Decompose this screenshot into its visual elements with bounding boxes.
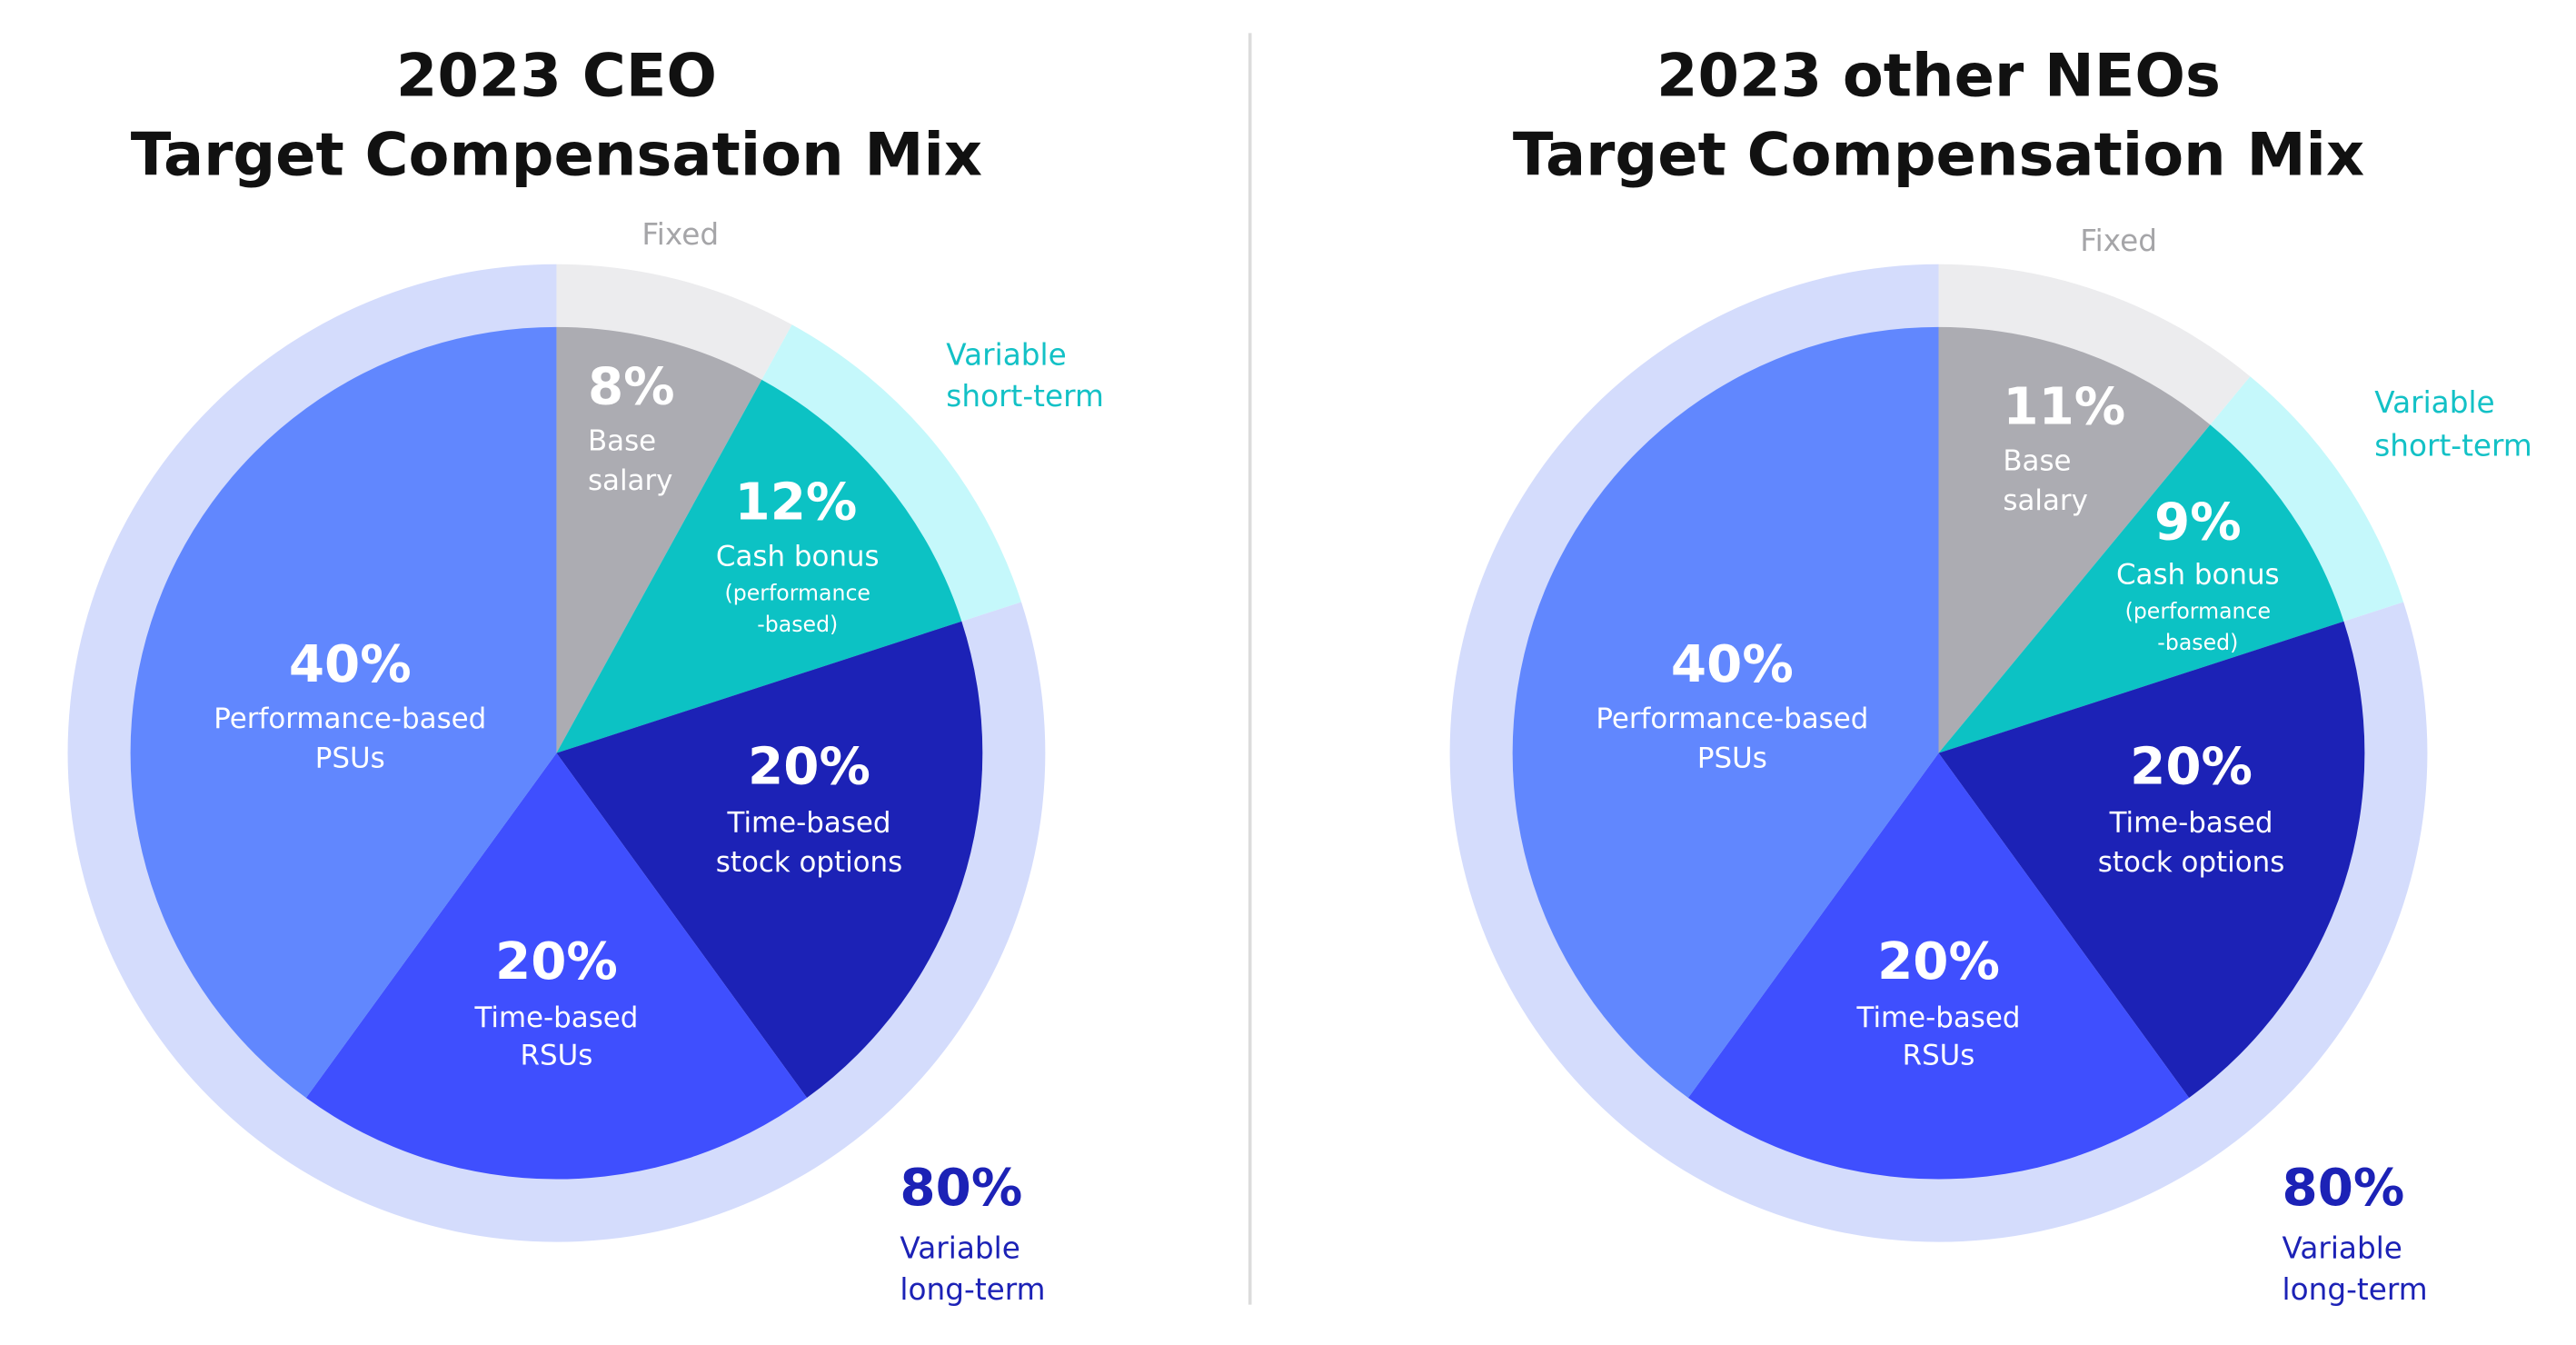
pie-slice	[1512, 326, 1939, 1098]
pie-slice	[130, 326, 557, 1098]
slice-sublabel: -based)	[757, 612, 838, 637]
group-value-label: 80%	[900, 1159, 1022, 1218]
slice-value-label: 20%	[748, 737, 870, 796]
slice-label: Performance-based	[214, 702, 486, 735]
group-label: Variable	[900, 1231, 1019, 1266]
slice-label: stock options	[716, 846, 902, 879]
pie-slice	[1687, 752, 2190, 1180]
slice-value-label: 20%	[1877, 932, 2000, 991]
slice-sublabel: -based)	[2157, 630, 2238, 655]
pie-slice	[1938, 621, 2365, 1098]
pie-chart-2: 2023 other NEOs Target Compensation Mix 11…	[1449, 41, 2532, 1307]
pie-slice	[556, 621, 983, 1098]
slice-value-label: 12%	[735, 473, 858, 533]
slice-value-label: 11%	[2003, 377, 2125, 436]
group-label: Variable	[946, 338, 1066, 373]
slice-value-label: 20%	[2130, 737, 2253, 796]
group-label: Variable	[2283, 1231, 2402, 1266]
pie-slice	[1938, 424, 2344, 753]
slice-label: Cash bonus	[716, 541, 880, 573]
slice-label: salary	[2003, 484, 2087, 517]
slice-label: RSUs	[521, 1040, 593, 1072]
slice-label: salary	[588, 464, 672, 497]
chart-title: 2023 CEO	[396, 41, 717, 110]
slice-label: Time-based	[727, 806, 891, 839]
slice-value-label: 40%	[289, 635, 412, 694]
slice-label: Cash bonus	[2116, 559, 2280, 592]
group-label: long-term	[2283, 1272, 2428, 1307]
group-label: short-term	[2374, 428, 2532, 463]
group-label: Variable	[2374, 385, 2494, 420]
slice-label: Performance-based	[1596, 702, 1868, 735]
slice-label: stock options	[2098, 846, 2284, 879]
slice-label: Time-based	[473, 1001, 638, 1034]
slice-label: Time-based	[1856, 1001, 2021, 1034]
slice-sublabel: (performance	[725, 581, 870, 606]
group-label: long-term	[900, 1272, 1045, 1307]
slice-label: Base	[2003, 444, 2071, 477]
slice-value-label: 8%	[588, 358, 675, 417]
pie-slice	[556, 379, 962, 753]
slice-label: RSUs	[1903, 1040, 1975, 1072]
slice-sublabel: (performance	[2125, 599, 2271, 624]
chart-title: Target Compensation Mix	[1513, 121, 2364, 190]
slice-label: PSUs	[315, 742, 385, 774]
pie-chart-1: 2023 CEO Target Compensation Mix 8% Base sal…	[67, 41, 1104, 1307]
group-value-label: 80%	[2283, 1159, 2405, 1218]
slice-label: Time-based	[2109, 806, 2273, 839]
pie-slice	[1938, 326, 2211, 753]
group-label: Fixed	[642, 217, 719, 252]
chart-title: Target Compensation Mix	[131, 121, 982, 190]
group-label: Fixed	[2080, 224, 2157, 258]
chart-title: 2023 other NEOs	[1656, 41, 2221, 110]
slice-label: Base	[588, 425, 656, 458]
pie-slice	[556, 326, 762, 753]
slice-value-label: 20%	[495, 932, 618, 991]
slice-value-label: 9%	[2154, 493, 2242, 553]
slice-value-label: 40%	[1671, 635, 1794, 694]
group-label: short-term	[946, 379, 1104, 413]
pie-slice	[305, 752, 808, 1180]
slice-label: PSUs	[1697, 742, 1767, 774]
